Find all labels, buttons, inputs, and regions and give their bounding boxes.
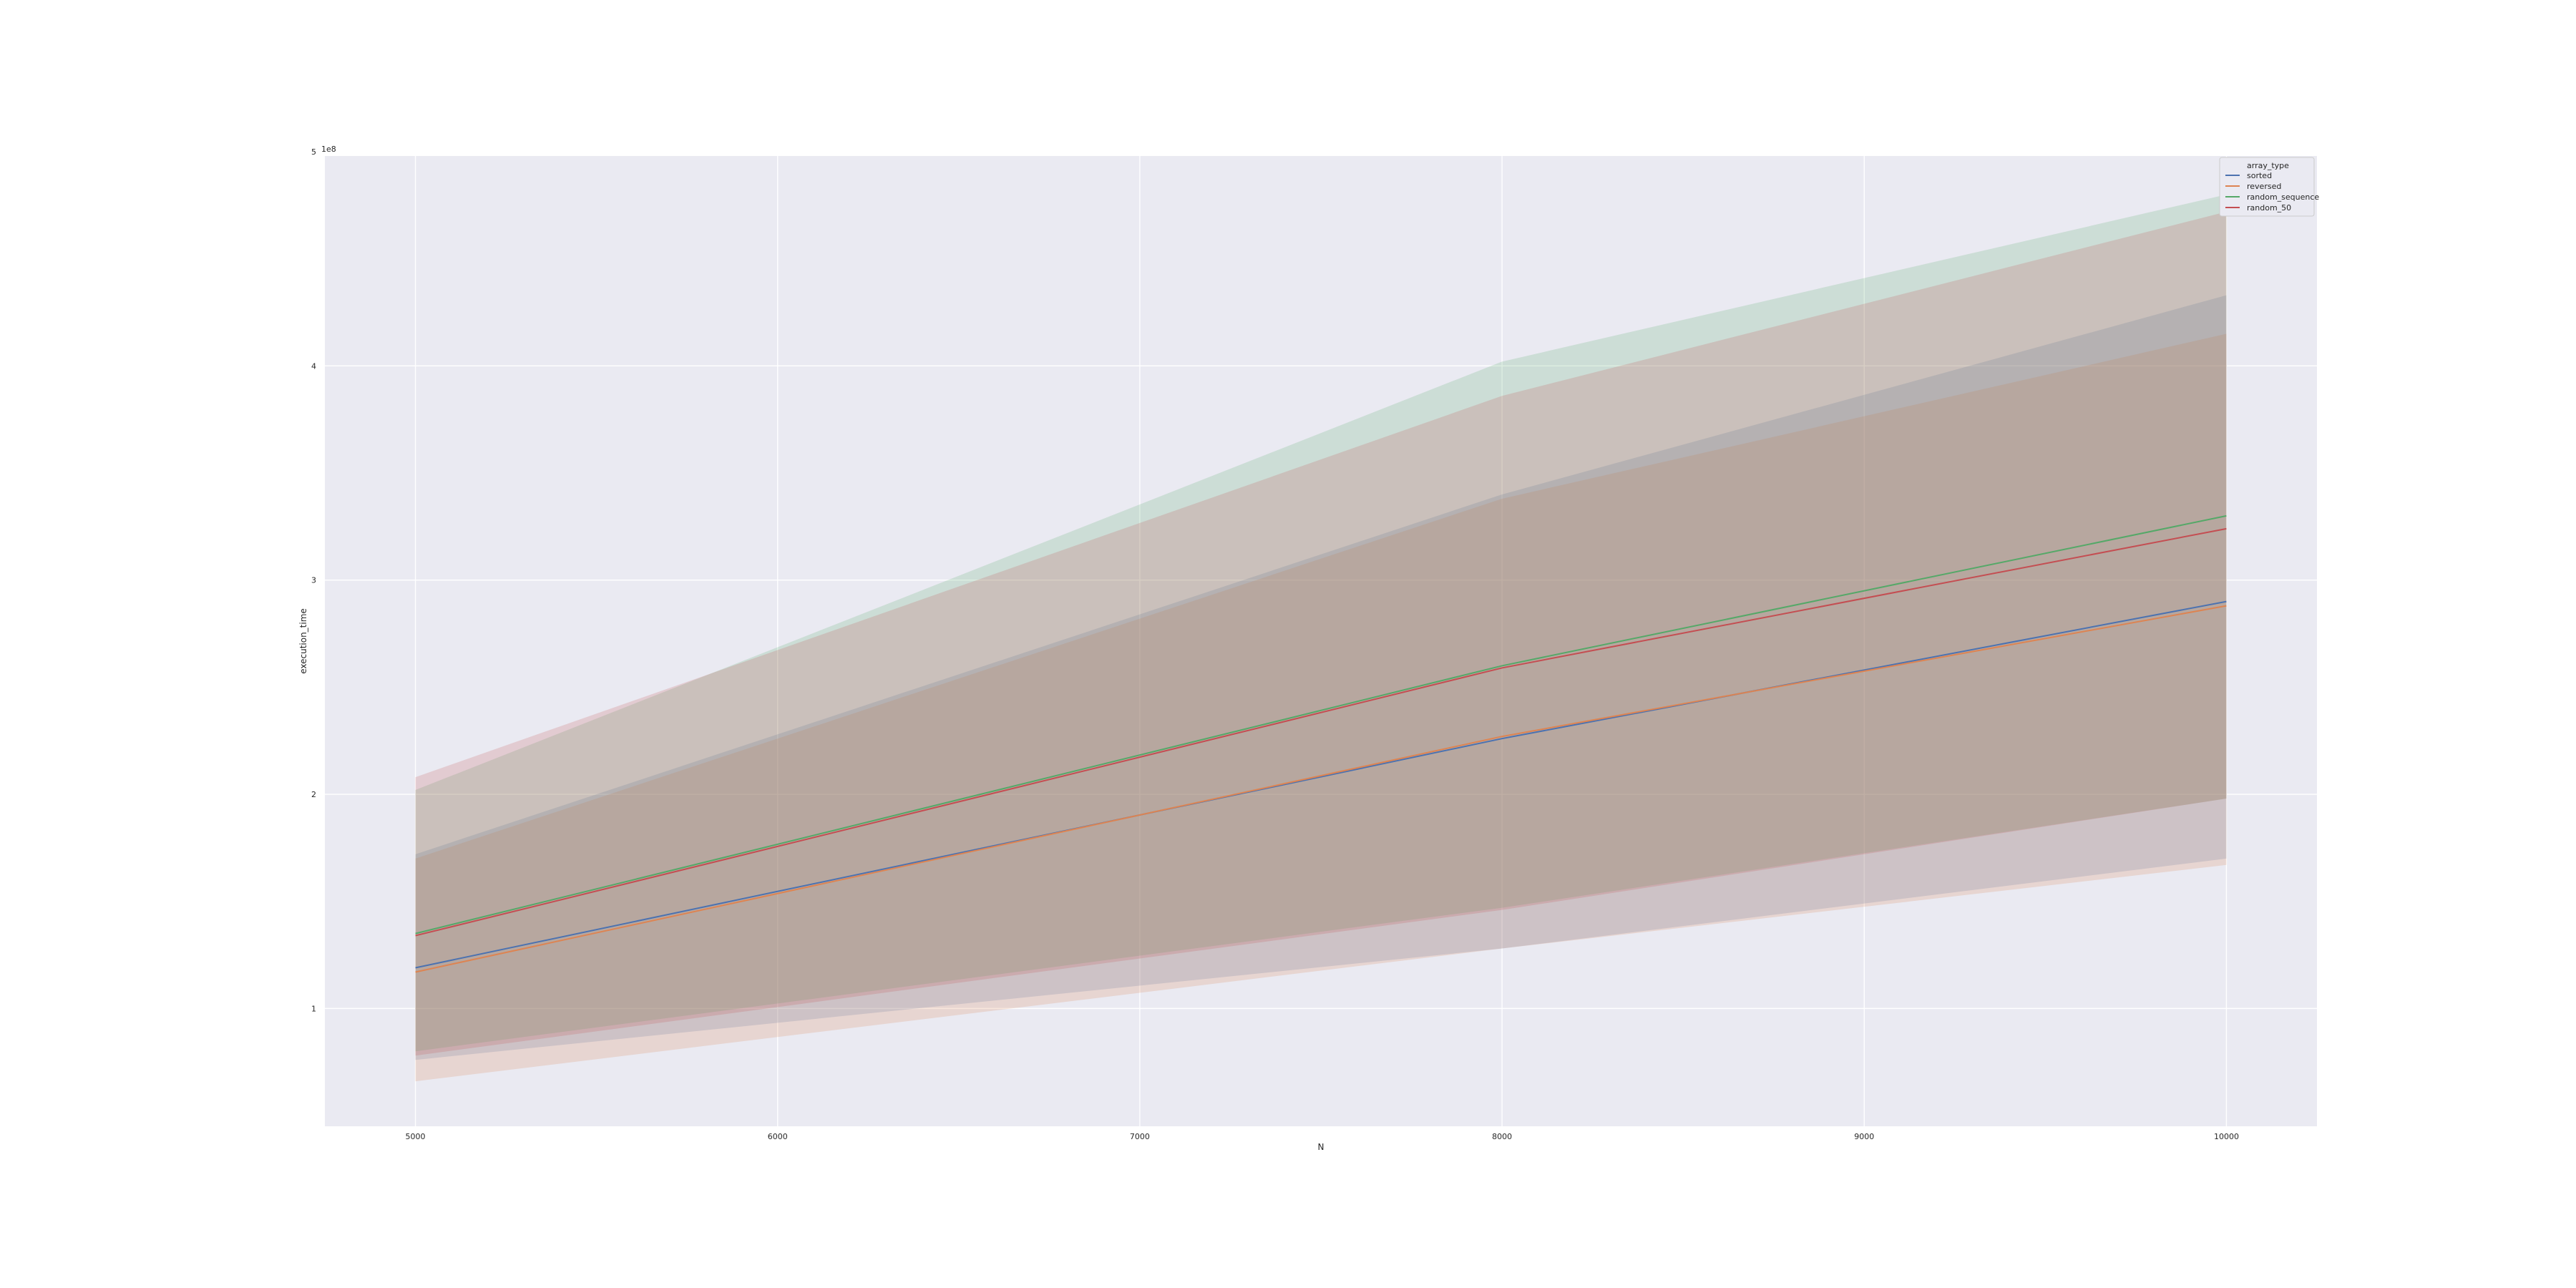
legend-label-reversed: reversed	[2247, 182, 2281, 191]
legend-title: array_type	[2247, 161, 2289, 170]
y-axis-label: execution_time	[298, 608, 308, 674]
series-line-random_50	[415, 527, 2227, 937]
legend: array_type sorted reversedrandom_sequence…	[2219, 157, 2319, 217]
series-line-sorted	[415, 600, 2227, 969]
x-tick-label: 9000	[1854, 1132, 1874, 1141]
confidence-band-reversed	[415, 333, 2227, 1082]
legend-label-sorted: sorted	[2247, 171, 2272, 180]
x-tick-label: 6000	[768, 1132, 788, 1141]
series-line-random_sequence	[415, 514, 2227, 935]
legend-label-random_sequence: random_sequence	[2247, 192, 2319, 202]
y-tick-label: 3	[311, 576, 316, 585]
x-tick-labels: 5000 6000 7000 8000 9000 10000	[406, 1132, 2239, 1141]
confidence-bands	[415, 194, 2227, 1082]
plot-background	[325, 156, 2317, 1126]
series-lines	[415, 514, 2227, 973]
y-tick-labels: 1 2 3 4 5	[311, 147, 316, 1013]
legend-label-random_50: random_50	[2247, 203, 2291, 213]
y-scale-label: 1e8	[321, 145, 336, 154]
confidence-band-sorted	[415, 295, 2227, 1060]
grid	[325, 151, 2317, 1126]
legend-frame	[2219, 157, 2315, 217]
confidence-band-random_sequence	[415, 194, 2227, 1052]
y-tick-label: 5	[311, 147, 316, 157]
x-tick-label: 10000	[2214, 1132, 2239, 1141]
y-tick-label: 2	[311, 790, 316, 799]
y-tick-label: 1	[311, 1004, 316, 1013]
x-tick-label: 5000	[406, 1132, 426, 1141]
x-tick-label: 7000	[1130, 1132, 1150, 1141]
x-axis-label: N	[1318, 1142, 1324, 1152]
y-tick-label: 4	[311, 361, 316, 371]
confidence-band-random_50	[415, 211, 2227, 1056]
series-line-reversed	[415, 605, 2227, 973]
x-tick-label: 8000	[1492, 1132, 1512, 1141]
